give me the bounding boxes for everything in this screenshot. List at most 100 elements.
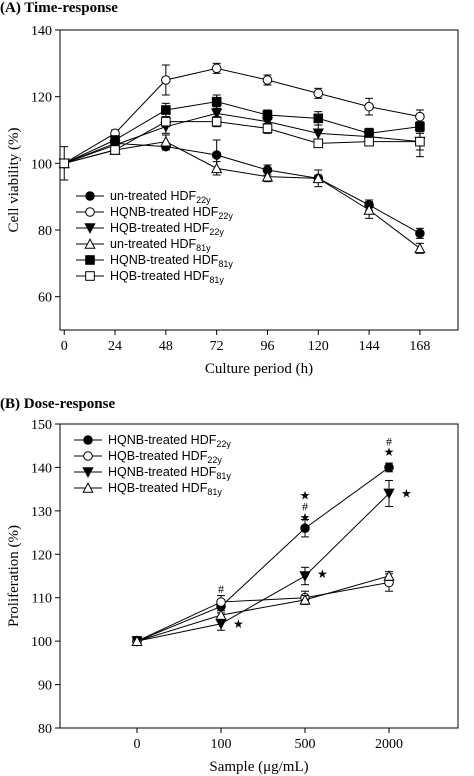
significance-hash: # [218,582,224,596]
x-axis-label: Culture period (h) [205,361,313,377]
panel-b-axes-frame [59,423,459,729]
series-line [136,493,390,642]
x-axis-label: Sample (μg/mL) [209,759,308,775]
y-tick-label: 140 [31,24,52,39]
data-point [216,597,226,607]
series-b-1 [132,573,394,646]
legend-label: HQNB-treated HDF81y [108,465,231,481]
data-point [313,88,324,99]
series-line [136,575,390,642]
x-tick-label: 144 [359,339,380,354]
data-point [160,135,172,147]
series-line [64,101,420,164]
data-point [299,594,311,605]
legend-marker [85,271,95,281]
data-point [383,570,395,581]
y-tick-label: 80 [38,722,52,737]
data-point [262,110,273,120]
significance-hash: # [302,500,308,514]
data-point [415,136,425,147]
data-point [110,145,120,155]
x-tick-label: 100 [211,737,232,752]
data-point [313,113,324,124]
series-line [63,67,420,164]
panel-b-title: (B) Dose-response [0,396,115,412]
data-point [110,135,120,145]
significance-star: ★ [317,567,328,581]
y-tick-label: 130 [31,505,52,520]
panel-a-title: (A) Time-response [0,0,118,16]
data-point [364,128,374,139]
data-point [211,162,223,174]
data-point [215,609,227,620]
legend-marker [82,467,94,478]
y-tick-label: 120 [31,91,52,106]
data-point [363,204,375,215]
legend-marker [82,482,94,493]
data-point [312,172,324,184]
significance-star: ★ [384,445,395,459]
data-point [131,635,143,646]
data-point [211,150,222,160]
y-tick-label: 150 [31,418,52,433]
panel-a: (A) Time-response 60 80 100 120 140 0 24 48 72 96 1… [0,0,459,377]
y-tick-label: 100 [31,635,52,650]
panel-a-axes-frame [59,29,459,331]
series-line [64,112,420,164]
data-point [211,96,222,107]
data-point [261,170,274,182]
y-axis-label: Cell viability (%) [6,128,22,233]
data-point [364,101,374,112]
y-tick-label: 110 [32,592,52,607]
significance-hash: # [386,434,392,448]
panel-b: (B) Dose-response 80 90 100 110 120 130 140 150 0… [0,396,459,775]
legend-marker [85,255,95,265]
legend-marker [85,191,95,201]
x-tick-label: 120 [308,339,329,354]
legend-marker [84,238,96,249]
data-point [383,488,395,500]
legend-label: un-treated HDF81y [110,237,211,253]
data-point [161,75,171,85]
data-point [211,116,222,127]
legend-marker [84,223,96,234]
legend-label: HQNB-treated HDF81y [110,253,233,269]
series-line [136,582,390,642]
x-tick-label: 96 [260,339,274,354]
data-point [364,136,374,147]
y-tick-label: 140 [31,461,52,476]
y-tick-label: 80 [38,224,52,239]
data-point [312,128,324,140]
data-point [59,158,70,169]
x-tick-label: 0 [134,737,141,752]
data-point [415,228,425,239]
series-a-5 [59,116,425,169]
data-point [415,111,425,122]
series-line [64,142,421,234]
data-point [262,123,273,134]
y-tick-label: 120 [31,548,52,563]
x-tick-label: 24 [108,339,122,354]
series-line [136,467,390,642]
data-point [262,75,273,85]
data-point [299,571,311,582]
significance-star: ★ [300,489,311,503]
x-tick-label: 72 [210,339,224,354]
legend-label: HQB-treated HDF81y [108,481,222,497]
y-axis-label: Proliferation (%) [6,525,22,627]
series-line [64,141,421,249]
legend-label: HQNB-treated HDF22y [110,205,233,221]
series-line [64,121,420,164]
x-tick-label: 0 [61,339,68,354]
legend-label: HQB-treated HDF81y [110,269,224,285]
y-tick-label: 100 [31,157,52,172]
legend-label: un-treated HDF22y [110,189,211,205]
y-tick-label: 90 [38,679,52,694]
significance-star: ★ [300,510,311,524]
panel-b-annotations: ##★★★#★★★ [218,434,412,630]
x-tick-label: 48 [159,339,173,354]
legend-label: HQB-treated HDF22y [108,449,222,465]
data-point [384,462,394,473]
series-b-2 [131,479,395,648]
